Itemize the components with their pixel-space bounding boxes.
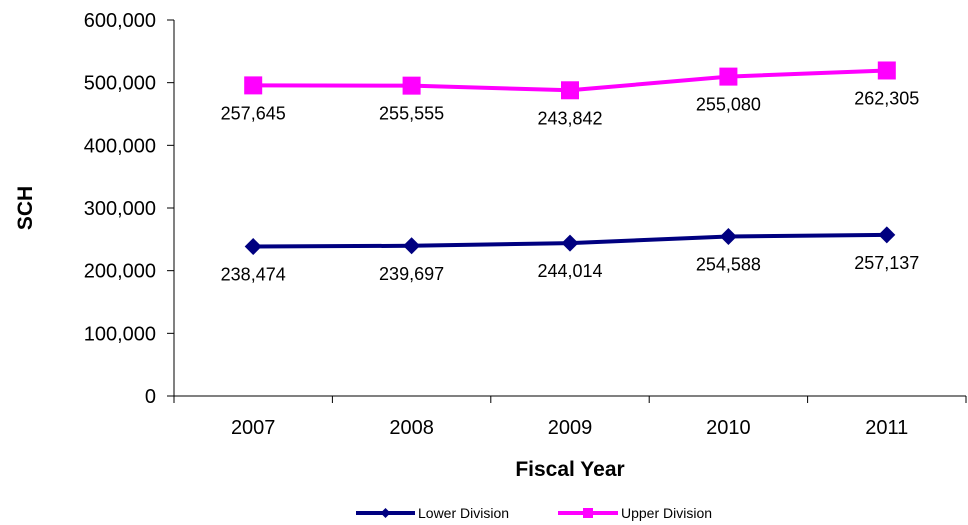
data-label-upper-division: 243,842 <box>537 108 602 128</box>
data-point-upper-division <box>402 76 421 95</box>
y-tick-label: 600,000 <box>84 10 156 32</box>
data-label-upper-division: 255,080 <box>696 95 761 115</box>
axes <box>173 20 966 397</box>
data-label-upper-division: 262,305 <box>854 88 919 108</box>
data-label-lower-division: 239,697 <box>379 264 444 284</box>
y-tick-label: 0 <box>145 386 156 408</box>
data-point-upper-division <box>877 61 896 80</box>
y-axis-title: SCH <box>14 186 37 230</box>
data-point-lower-division <box>878 226 896 244</box>
data-label-lower-division: 244,014 <box>537 261 602 281</box>
data-point-upper-division <box>719 67 738 86</box>
x-tick-label: 2007 <box>231 417 276 439</box>
data-labels: 238,474 239,697 244,014 254,588 257,137 257,6… <box>221 88 920 284</box>
y-tick-label: 500,000 <box>84 73 156 95</box>
legend-marker-lower-division <box>380 508 391 518</box>
data-label-lower-division: 254,588 <box>696 254 761 274</box>
data-point-lower-division <box>403 237 421 255</box>
x-tick-label: 2009 <box>548 417 593 439</box>
data-point-upper-division <box>244 76 263 95</box>
y-tick-label: 300,000 <box>84 198 156 220</box>
data-label-lower-division: 257,137 <box>854 253 919 273</box>
y-ticks: 0 100,000 200,000 300,000 400,000 500,000 600,… <box>84 10 174 408</box>
data-point-upper-division <box>561 81 579 100</box>
x-tick-label: 2010 <box>706 417 751 439</box>
legend-label-upper-division: Upper Division <box>621 505 712 521</box>
y-tick-label: 200,000 <box>84 261 156 283</box>
x-axis-title: Fiscal Year <box>515 458 624 481</box>
data-point-lower-division <box>561 234 579 252</box>
legend: Lower Division Upper Division <box>356 505 712 521</box>
y-tick-label: 400,000 <box>84 135 156 157</box>
x-tick-label: 2008 <box>389 417 434 439</box>
data-label-upper-division: 257,645 <box>221 103 286 123</box>
y-tick-label: 100,000 <box>84 323 156 345</box>
data-label-lower-division: 238,474 <box>221 265 286 285</box>
legend-marker-upper-division <box>583 508 593 518</box>
data-label-upper-division: 255,555 <box>379 104 444 124</box>
x-ticks: 2007 2008 2009 2010 2011 <box>173 396 967 439</box>
data-point-lower-division <box>719 227 737 245</box>
series-layer <box>244 61 896 256</box>
legend-item-lower-division: Lower Division <box>356 505 509 521</box>
x-tick-label: 2011 <box>865 417 908 439</box>
data-point-lower-division <box>244 238 262 256</box>
legend-label-lower-division: Lower Division <box>418 505 509 521</box>
legend-item-upper-division: Upper Division <box>558 505 712 521</box>
